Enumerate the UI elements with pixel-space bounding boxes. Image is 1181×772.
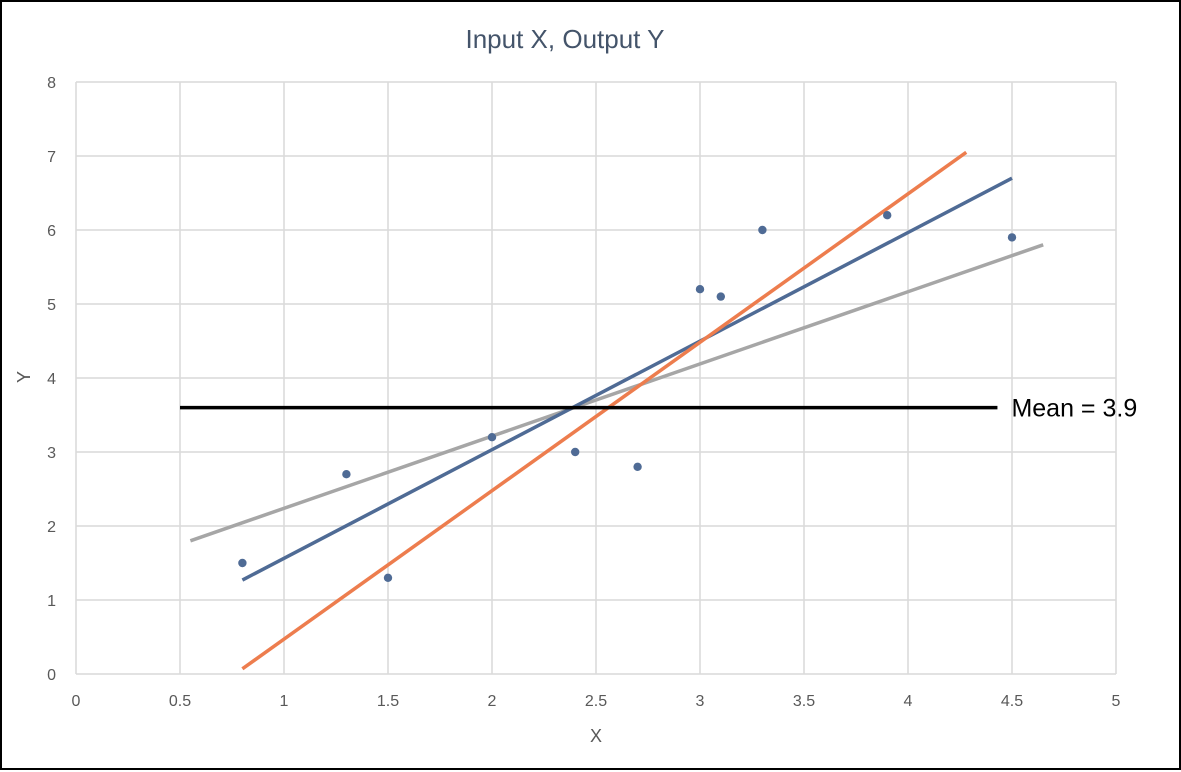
data-point (383, 573, 393, 582)
grid (75, 81, 1117, 675)
y-tick-label: 3 (47, 445, 56, 462)
x-tick-label: 4 (904, 693, 913, 710)
chart-title: Input X, Output Y (466, 24, 665, 54)
x-tick-label: 5 (1112, 693, 1121, 710)
data-point (883, 211, 892, 220)
y-tick-label: 4 (47, 371, 56, 388)
x-tick-label: 2 (488, 693, 497, 710)
annotations: Mean = 3.9 (1011, 395, 1137, 423)
x-tick-label: 3.5 (793, 693, 815, 710)
x-tick-label: 0.5 (169, 693, 191, 710)
y-tick-label: 2 (47, 519, 56, 536)
y-axis-label: Y (14, 371, 34, 383)
y-tick-label: 1 (47, 593, 56, 610)
data-point (238, 558, 247, 568)
x-tick-label: 1 (280, 693, 289, 710)
mean-annotation: Mean = 3.9 (1011, 395, 1137, 423)
data-point (487, 433, 497, 442)
y-tick-label: 7 (47, 149, 56, 166)
y-tick-label: 8 (47, 75, 56, 92)
trend-line (241, 150, 968, 671)
data-point (1007, 233, 1017, 242)
data-point (716, 292, 725, 301)
trend-line (189, 243, 1044, 543)
series-layer (180, 150, 1044, 671)
data-point (633, 462, 642, 471)
y-tick-label: 0 (47, 667, 56, 684)
x-tick-label: 1.5 (377, 693, 399, 710)
data-point (758, 225, 767, 235)
data-point (695, 285, 705, 294)
x-tick-label: 4.5 (1001, 693, 1023, 710)
data-point (571, 447, 580, 457)
data-point (342, 470, 351, 479)
x-tick-label: 3 (696, 693, 705, 710)
tick-labels: 0 0.5 1 1.5 2 2.5 3 3.5 4 4.5 5 0 1 2 3 4 5 6 7 8 (47, 75, 1120, 710)
x-tick-label: 0 (72, 693, 81, 710)
trend-line (241, 176, 1013, 582)
y-tick-label: 5 (47, 297, 56, 314)
x-axis-label: X (590, 726, 602, 746)
y-tick-label: 6 (47, 223, 56, 240)
x-tick-label: 2.5 (585, 693, 607, 710)
